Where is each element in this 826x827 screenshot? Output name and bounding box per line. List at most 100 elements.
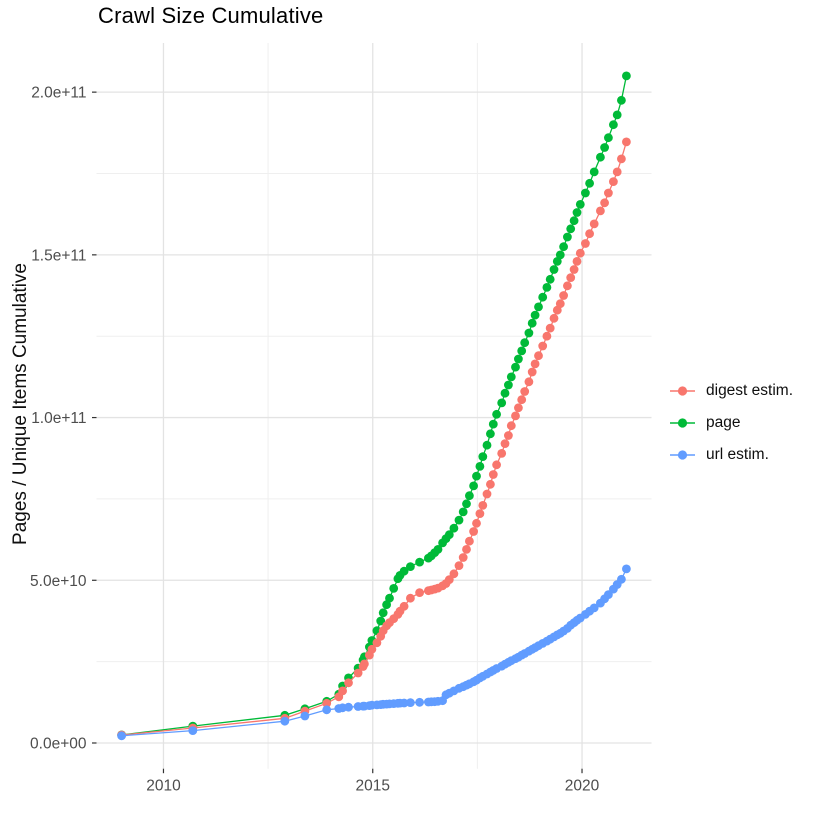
legend-label-digest-estim: digest estim. [706,382,794,399]
grid-major [96,43,652,769]
data-point-page [511,362,520,372]
data-point-page [581,188,590,198]
data-point-digest-estim [549,313,559,323]
data-point-digest-estim [478,501,488,510]
data-point-page [500,388,510,398]
series-digest-estim [117,137,631,740]
data-point-page [585,178,594,188]
data-point-page [475,462,485,471]
data-point-digest-estim [596,206,605,216]
legend-label-url-estim: url estim. [706,446,769,463]
data-point-digest-estim [589,219,599,229]
data-point-digest-estim [545,323,555,333]
data-point-page [542,283,552,292]
data-point-page [569,216,579,226]
data-point-page [376,616,386,626]
data-point-page [469,481,478,491]
data-point-digest-estim [449,569,459,579]
data-point-url-estim [188,726,198,735]
data-point-digest-estim [572,257,582,266]
data-point-digest-estim [367,644,377,654]
data-point-digest-estim [617,154,626,164]
data-point-page [458,507,468,517]
legend-item-url-estim: url estim. [669,445,793,465]
data-point-digest-estim [517,395,527,405]
y-tick-label: 0.0e+00 [30,735,87,752]
grid-minor [96,43,652,769]
data-point-page [449,523,459,533]
data-point-page [559,242,568,252]
data-point-digest-estim [488,470,498,479]
data-point-url-estim [589,603,599,613]
data-point-url-estim [415,697,424,707]
data-point-digest-estim [344,678,353,688]
data-point-page [482,440,492,450]
data-point-page [389,584,399,593]
data-point-page [415,557,424,567]
data-point-digest-estim [559,291,568,300]
data-point-digest-estim [538,341,548,351]
legend: digest estim. page url estim. [669,381,793,465]
data-point-page [488,419,498,429]
data-point-page [514,354,523,364]
data-point-digest-estim [514,403,523,413]
y-tick-label: 1.0e+11 [31,410,86,427]
data-point-page [472,471,481,481]
data-point-digest-estim [612,167,622,177]
data-point-page [486,429,495,439]
legend-label-page: page [706,414,741,431]
legend-key-page-icon [670,418,695,428]
data-point-digest-estim [542,331,552,341]
data-point-digest-estim [360,659,369,669]
legend-item-page: page [669,413,793,433]
series-url-estim [117,564,631,741]
data-point-url-estim [322,705,332,715]
data-point-page [527,318,537,328]
data-point-url-estim [406,698,415,707]
data-point-digest-estim [497,449,507,458]
data-point-url-estim [399,698,409,708]
legend-key-url-estim-icon [670,450,695,460]
data-point-page [454,515,464,525]
data-point-page [566,224,576,234]
data-point-page [545,274,555,284]
data-point-digest-estim [524,377,534,387]
x-tick-label: 2010 [146,778,181,795]
data-point-page [504,380,513,390]
data-point-page [563,232,572,242]
data-point-digest-estim [506,421,516,431]
data-point-digest-estim [486,479,495,489]
data-point-digest-estim [462,545,471,554]
data-point-page [520,338,530,348]
data-point-digest-estim [454,561,464,570]
data-point-digest-estim [458,553,468,562]
data-point-page [506,372,516,382]
data-point-page [399,566,409,576]
data-point-page [555,250,565,260]
data-point-digest-estim [465,536,474,546]
data-point-digest-estim [500,439,510,448]
data-point-page [524,328,534,338]
data-point-page [406,562,415,571]
data-point-page [462,499,471,509]
chart-title: Crawl Size Cumulative [98,3,324,28]
data-point-digest-estim [527,367,537,377]
data-point-digest-estim [534,351,543,361]
data-point-url-estim [622,564,631,574]
data-point-digest-estim [555,299,565,309]
data-point-page [572,208,582,217]
legend-key-digest-estim-icon [670,386,695,396]
data-point-digest-estim [600,198,609,208]
data-point-url-estim [617,574,626,584]
data-point-url-estim [117,731,126,741]
data-point-page [604,133,613,143]
data-point-page [497,398,507,408]
data-point-digest-estim [530,359,540,369]
data-point-page [465,491,474,501]
data-point-page [622,71,631,81]
data-point-digest-estim [372,638,382,648]
data-point-page [534,302,543,312]
data-point-digest-estim [482,489,492,499]
